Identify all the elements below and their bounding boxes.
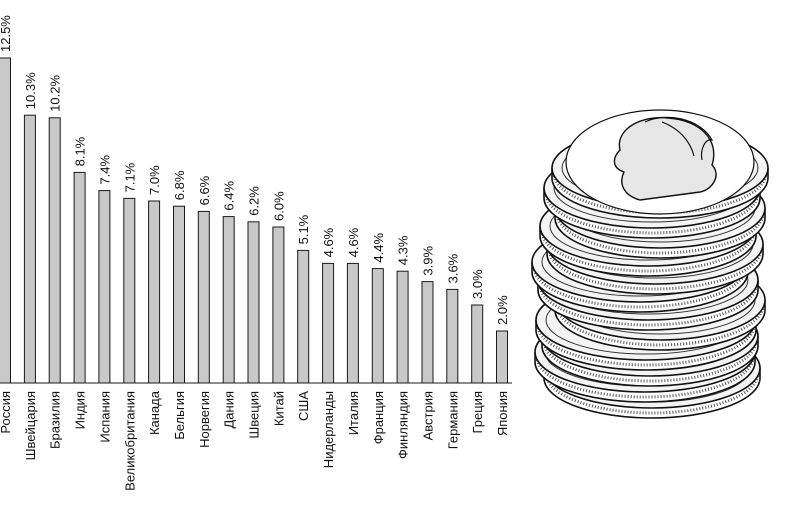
value-label-17: 3.9%	[421, 246, 436, 276]
bar-13	[322, 262, 335, 384]
category-label-8: Норвегия	[197, 391, 212, 448]
category-label-1: Швейцария	[23, 391, 38, 460]
category-label-5: Великобритания	[122, 391, 137, 491]
category-label-17: Австрия	[421, 391, 436, 440]
value-label-5: 7.1%	[122, 162, 137, 192]
bar-17	[421, 281, 434, 384]
bar-2	[48, 117, 61, 384]
bar-3	[73, 171, 86, 384]
coin-ridge-7	[547, 248, 763, 291]
bar-16	[396, 270, 409, 384]
bar-7	[173, 205, 185, 384]
portrait-profile-icon	[613, 116, 717, 201]
value-label-10: 6.2%	[247, 186, 262, 216]
bar-18	[446, 288, 459, 384]
value-label-3: 8.1%	[73, 136, 88, 166]
category-label-13: Нидерланды	[321, 391, 336, 468]
coin-ridge-4	[555, 304, 765, 347]
bar-9	[222, 216, 235, 384]
coin-ridge-6	[532, 266, 748, 309]
bar-20	[496, 330, 508, 384]
category-label-12: США	[296, 391, 311, 421]
coin-ridge-2	[542, 340, 758, 383]
bars-group: 12.5% Россия 10.3% Швейцария 10.2% Бразилия 8.…	[0, 15, 510, 491]
bar-11	[272, 226, 285, 384]
value-label-9: 6.4%	[222, 181, 237, 211]
coin-ridge-1	[535, 356, 755, 399]
value-label-2: 10.2%	[48, 74, 63, 111]
bar-10	[247, 221, 260, 384]
coin-ridge-10	[544, 192, 760, 235]
coin-ridge-0	[544, 372, 760, 415]
bar-15	[371, 268, 384, 384]
category-label-10: Швеция	[247, 391, 262, 439]
coin-ridge-5	[538, 284, 758, 327]
category-label-19: Греция	[470, 391, 485, 434]
value-label-12: 5.1%	[296, 214, 311, 244]
coin-stack-icon	[531, 109, 769, 419]
category-label-0: Россия	[0, 391, 13, 434]
category-label-20: Япония	[495, 391, 510, 436]
bar-12	[297, 249, 310, 384]
category-label-3: Индия	[73, 391, 88, 429]
value-label-11: 6.0%	[271, 191, 286, 221]
category-label-7: Бельгия	[172, 391, 187, 440]
category-label-9: Дания	[222, 391, 237, 429]
category-label-14: Италия	[346, 391, 361, 435]
value-label-16: 4.3%	[396, 235, 411, 265]
value-label-8: 6.6%	[197, 175, 212, 205]
portrait-hair-icon	[644, 116, 714, 161]
category-label-2: Бразилия	[48, 391, 63, 449]
value-label-19: 3.0%	[470, 269, 485, 299]
bar-5	[123, 197, 136, 384]
value-label-14: 4.6%	[346, 227, 361, 257]
bar-0	[0, 57, 11, 384]
value-label-4: 7.4%	[97, 155, 112, 185]
value-label-18: 3.6%	[445, 253, 460, 283]
value-label-1: 10.3%	[23, 72, 38, 109]
category-label-15: Франция	[371, 391, 386, 444]
value-label-7: 6.8%	[172, 170, 187, 200]
category-label-6: Канада	[147, 390, 162, 435]
value-label-6: 7.0%	[147, 165, 162, 195]
bar-19	[471, 304, 484, 384]
category-label-11: Китай	[271, 391, 286, 426]
value-label-15: 4.4%	[371, 233, 386, 263]
value-label-13: 4.6%	[321, 227, 336, 257]
coin-ridge-9	[555, 212, 765, 255]
coin-ridge-8	[540, 230, 756, 273]
bar-4	[98, 190, 111, 384]
bar-8	[197, 210, 210, 384]
value-label-20: 2.0%	[495, 295, 510, 325]
coin-ridge-3	[536, 324, 756, 367]
category-label-16: Финляндия	[396, 391, 411, 459]
bar-1	[23, 114, 36, 384]
bar-6	[148, 200, 161, 384]
category-label-18: Германия	[445, 391, 460, 449]
value-label-0: 12.5%	[0, 15, 13, 52]
bar-14	[346, 262, 359, 384]
category-label-4: Испания	[97, 391, 112, 443]
